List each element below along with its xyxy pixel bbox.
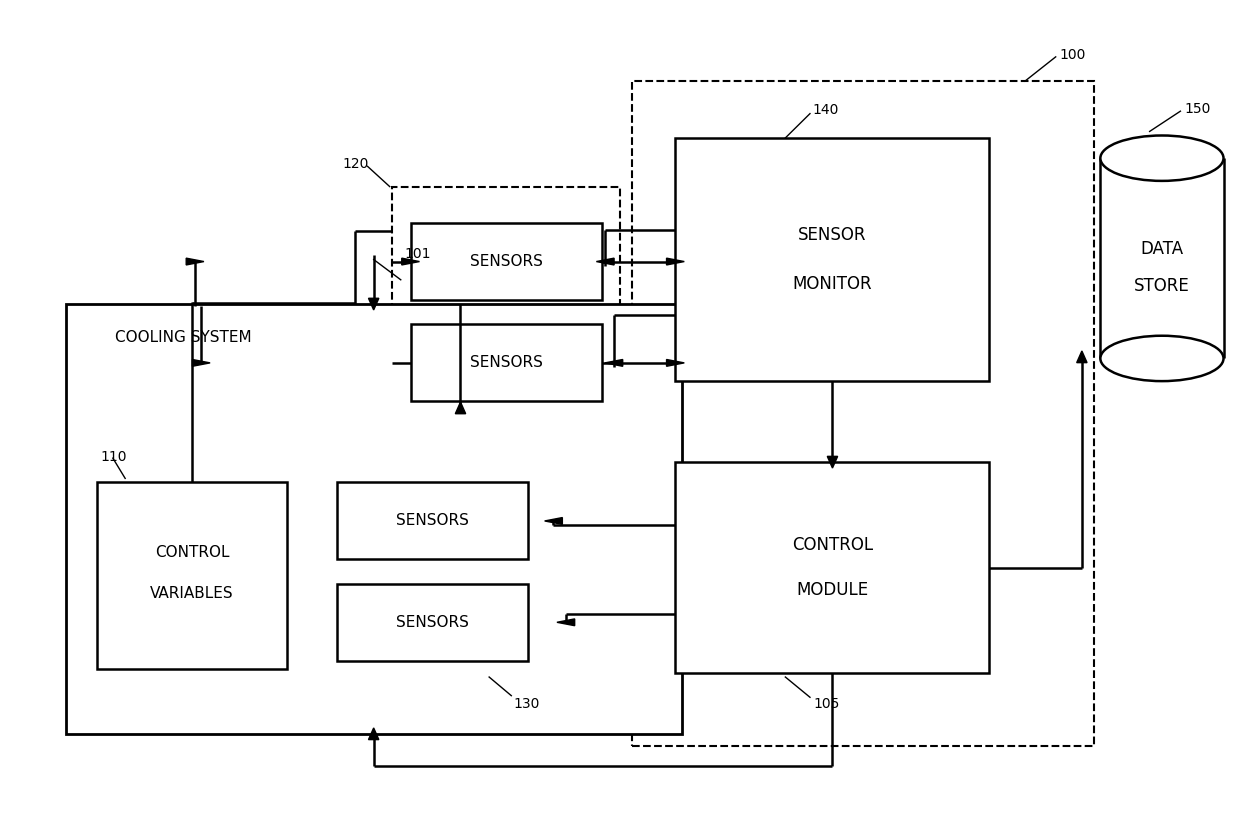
Polygon shape [1076, 351, 1087, 363]
Polygon shape [455, 402, 466, 414]
FancyBboxPatch shape [97, 482, 288, 669]
FancyBboxPatch shape [410, 223, 601, 300]
Polygon shape [368, 728, 379, 740]
Text: 140: 140 [812, 102, 838, 116]
Text: MODULE: MODULE [796, 581, 868, 600]
Ellipse shape [1100, 135, 1224, 181]
Text: COOLING SYSTEM: COOLING SYSTEM [115, 330, 252, 345]
Text: 110: 110 [100, 450, 126, 464]
Text: 130: 130 [513, 697, 541, 711]
Text: 120: 120 [343, 157, 370, 171]
Polygon shape [827, 456, 838, 468]
Polygon shape [596, 258, 614, 265]
Polygon shape [667, 360, 684, 366]
Polygon shape [192, 360, 210, 366]
Text: SENSORS: SENSORS [470, 254, 543, 269]
Text: STORE: STORE [1135, 277, 1190, 295]
Polygon shape [667, 258, 684, 265]
FancyBboxPatch shape [337, 584, 528, 661]
Text: 100: 100 [1059, 48, 1086, 62]
FancyBboxPatch shape [410, 324, 601, 401]
Bar [1100, 158, 1224, 359]
FancyBboxPatch shape [676, 462, 990, 673]
Text: SENSORS: SENSORS [396, 615, 469, 630]
Text: SENSOR: SENSOR [799, 226, 867, 244]
Text: 150: 150 [1184, 102, 1210, 115]
Polygon shape [402, 258, 419, 265]
Polygon shape [186, 258, 203, 265]
Text: SENSORS: SENSORS [396, 514, 469, 528]
Text: 105: 105 [813, 697, 839, 711]
Polygon shape [544, 518, 563, 524]
FancyBboxPatch shape [66, 304, 682, 734]
Text: MONITOR: MONITOR [792, 275, 872, 293]
Text: DATA: DATA [1141, 241, 1183, 258]
Text: VARIABLES: VARIABLES [150, 586, 234, 601]
FancyBboxPatch shape [337, 482, 528, 559]
Text: CONTROL: CONTROL [155, 545, 229, 560]
Text: SENSORS: SENSORS [470, 355, 543, 370]
Polygon shape [605, 360, 622, 366]
Text: CONTROL: CONTROL [792, 536, 873, 554]
Text: 101: 101 [404, 247, 432, 261]
FancyBboxPatch shape [676, 138, 990, 381]
Ellipse shape [1100, 336, 1224, 381]
Polygon shape [368, 298, 379, 310]
Polygon shape [557, 619, 574, 626]
